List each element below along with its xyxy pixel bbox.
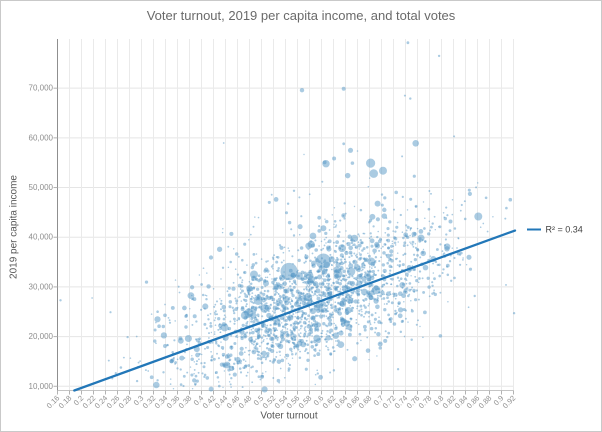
x-axis-title: Voter turnout: [260, 410, 318, 422]
x-tick-labels: 0.160.180.20.220.240.260.280.30.320.340.…: [45, 394, 518, 411]
r2-label: R² = 0.34: [546, 225, 583, 235]
svg-text:0.38: 0.38: [177, 394, 194, 411]
svg-text:0.58: 0.58: [297, 394, 314, 411]
svg-text:50,000: 50,000: [29, 183, 54, 192]
trend-line: [73, 229, 517, 392]
svg-text:10,000: 10,000: [29, 382, 54, 391]
svg-text:30,000: 30,000: [29, 282, 54, 291]
chart-title: Voter turnout, 2019 per capita income, a…: [146, 8, 456, 23]
bubble-cloud: [91, 142, 513, 393]
y-tick-labels: 10,000 20,000 30,000 40,000 50,000 60,000 70,0…: [29, 84, 54, 391]
r2-legend: R² = 0.34: [527, 225, 583, 235]
svg-text:20,000: 20,000: [29, 332, 54, 341]
svg-text:0.48: 0.48: [237, 394, 254, 411]
svg-text:40,000: 40,000: [29, 233, 54, 242]
axes: [53, 39, 514, 395]
svg-text:0.18: 0.18: [57, 394, 74, 411]
svg-text:0.92: 0.92: [501, 394, 518, 411]
svg-text:0.88: 0.88: [477, 394, 494, 411]
svg-text:0.78: 0.78: [417, 394, 434, 411]
featured-bubbles: [59, 41, 516, 315]
gridlines: [57, 39, 514, 391]
svg-text:0.28: 0.28: [117, 394, 134, 411]
svg-text:60,000: 60,000: [29, 133, 54, 142]
svg-text:70,000: 70,000: [29, 84, 54, 93]
svg-text:0.68: 0.68: [357, 394, 374, 411]
